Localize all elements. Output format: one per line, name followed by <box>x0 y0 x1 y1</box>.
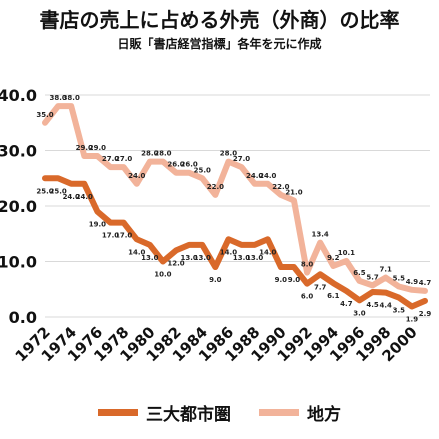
y-tick-label: 30.0 <box>0 142 37 161</box>
data-label-regional: 28.0 <box>220 150 237 158</box>
data-label-urban: 14.0 <box>220 248 237 256</box>
data-label-urban: 19.0 <box>89 221 106 229</box>
data-label-regional: 28.0 <box>141 150 158 158</box>
data-label-regional: 5.7 <box>366 273 379 281</box>
data-label-regional: 24.0 <box>246 172 263 180</box>
data-label-regional: 22.0 <box>272 183 289 191</box>
data-label-urban: 17.0 <box>102 232 119 240</box>
y-tick-label: 20.0 <box>0 197 37 216</box>
data-label-urban: 6.1 <box>327 292 340 300</box>
data-label-regional: 7.1 <box>379 266 392 274</box>
data-label-regional: 5.5 <box>393 274 406 282</box>
data-label-urban: 25.0 <box>36 187 53 195</box>
data-label-urban: 4.7 <box>340 300 353 308</box>
data-label-urban: 24.0 <box>76 193 93 201</box>
data-label-urban: 3.0 <box>353 309 366 317</box>
data-label-regional: 21.0 <box>285 188 302 196</box>
data-label-urban: 25.0 <box>49 187 66 195</box>
data-label-urban: 13.0 <box>246 254 263 262</box>
data-label-urban: 14.0 <box>259 248 276 256</box>
legend-label-urban: 三大都市圏 <box>146 405 231 425</box>
data-label-regional: 13.4 <box>312 231 329 239</box>
data-label-regional: 24.0 <box>259 172 276 180</box>
data-label-regional: 29.0 <box>76 144 93 152</box>
data-label-regional: 27.0 <box>102 155 119 163</box>
data-label-urban: 4.4 <box>379 302 392 310</box>
data-label-regional: 10.1 <box>338 249 355 257</box>
data-label-urban: 13.0 <box>180 254 197 262</box>
y-tick-label: 0.0 <box>9 308 37 327</box>
data-label-regional: 28.0 <box>154 150 171 158</box>
data-label-regional: 29.0 <box>89 144 106 152</box>
data-label-regional: 6.5 <box>353 269 366 277</box>
legend-item-urban: 三大都市圏 <box>98 400 231 425</box>
data-label-urban: 13.0 <box>194 254 211 262</box>
series-line-regional <box>42 103 428 294</box>
data-label-urban: 1.9 <box>406 315 419 323</box>
data-label-urban: 9.0 <box>288 276 301 284</box>
data-label-urban: 17.0 <box>115 232 132 240</box>
data-label-regional: 25.0 <box>194 166 211 174</box>
data-label-urban: 24.0 <box>63 193 80 201</box>
data-label-regional: 4.7 <box>419 279 432 287</box>
data-label-urban: 3.5 <box>393 307 406 315</box>
data-label-regional: 22.0 <box>207 183 224 191</box>
data-label-regional: 27.0 <box>233 155 250 163</box>
chart-subtitle: 日販「書店経営指標」各年を元に作成 <box>117 37 322 51</box>
y-tick-label: 40.0 <box>0 86 37 105</box>
data-label-urban: 9.0 <box>275 276 288 284</box>
data-label-regional: 38.0 <box>63 94 80 102</box>
data-label-urban: 12.0 <box>167 259 184 267</box>
data-label-urban: 4.5 <box>366 301 379 309</box>
data-label-regional: 26.0 <box>167 161 184 169</box>
data-label-regional: 24.0 <box>128 172 145 180</box>
data-label-urban: 10.0 <box>154 271 171 279</box>
data-label-urban: 13.0 <box>141 254 158 262</box>
legend-label-regional: 地方 <box>307 405 341 425</box>
legend-swatch-regional <box>259 409 299 416</box>
data-label-urban: 14.0 <box>128 248 145 256</box>
data-label-regional: 35.0 <box>36 111 53 119</box>
data-label-urban: 6.0 <box>301 293 314 301</box>
series-line-urban <box>42 175 428 310</box>
chart-legend: 三大都市圏 地方 <box>0 400 439 425</box>
data-label-regional: 27.0 <box>115 155 132 163</box>
data-label-urban: 13.0 <box>233 254 250 262</box>
data-label-urban: 7.7 <box>314 283 327 291</box>
data-label-urban: 9.0 <box>209 276 222 284</box>
data-label-regional: 38.0 <box>49 94 66 102</box>
data-label-regional: 9.2 <box>327 254 340 262</box>
data-label-regional: 26.0 <box>180 161 197 169</box>
chart-title: 書店の売上に占める外売（外商）の比率 <box>39 8 400 32</box>
data-label-urban: 2.9 <box>419 310 432 318</box>
data-label-regional: 4.9 <box>406 278 419 286</box>
legend-swatch-urban <box>98 409 138 416</box>
data-label-regional: 8.0 <box>301 261 314 269</box>
legend-item-regional: 地方 <box>259 400 341 425</box>
y-tick-label: 10.0 <box>0 253 37 272</box>
